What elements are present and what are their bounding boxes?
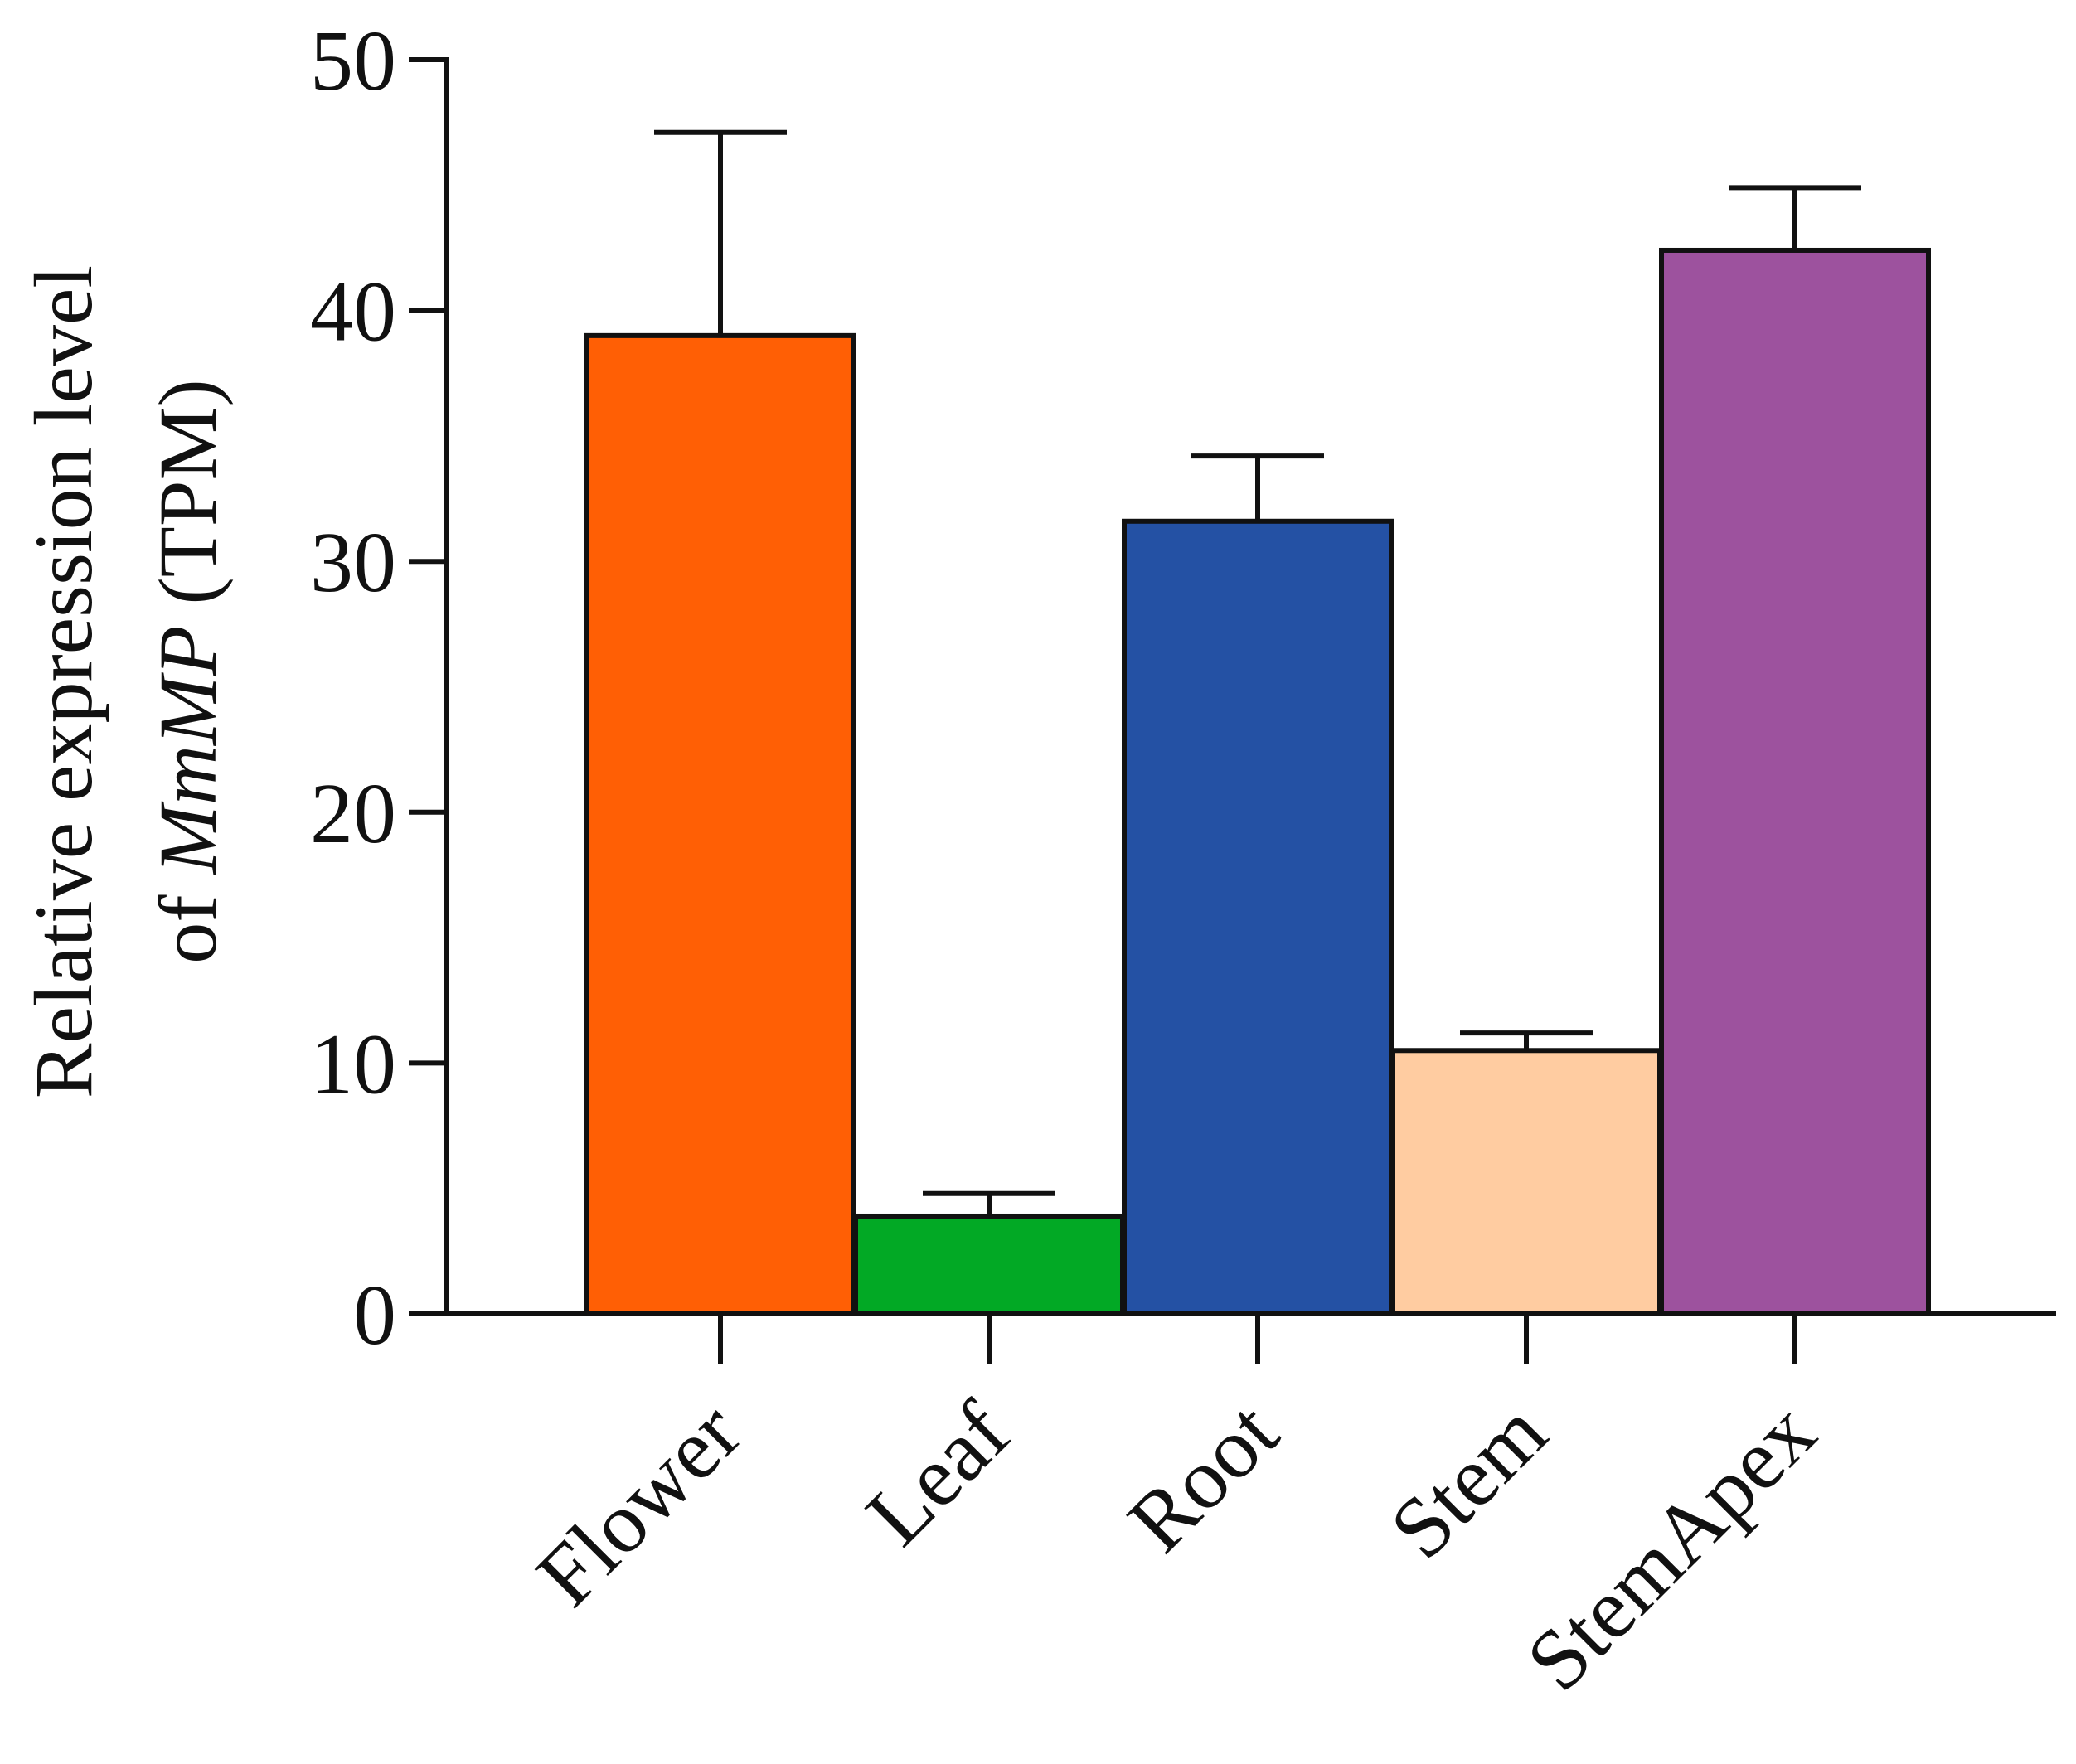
bar-leaf: [853, 1213, 1125, 1316]
y-tick-label: 10: [310, 1016, 396, 1112]
y-tick-label: 50: [310, 13, 396, 109]
x-tick-label: StemApex: [1508, 1384, 1833, 1709]
y-tick-label: 0: [353, 1267, 396, 1363]
x-tick-label: Root: [1110, 1384, 1296, 1570]
bar-stem: [1390, 1048, 1662, 1317]
y-axis-title-line2: of MmMP (TPM): [142, 379, 234, 963]
y-tick-label: 30: [310, 515, 396, 610]
x-tick-label: Leaf: [848, 1384, 1027, 1563]
bar-stemapex: [1659, 247, 1931, 1317]
x-tick-label: Stem: [1372, 1384, 1564, 1577]
x-tick-label: Flower: [519, 1384, 759, 1625]
bars: [584, 247, 1931, 1317]
y-axis-ticks: 0 10 20 30 40 50: [310, 13, 446, 1363]
y-axis-title-line1: Relative expression level: [17, 265, 109, 1098]
y-axis-title: Relative expression level of MmMP (TPM): [17, 245, 234, 1098]
gene-name: MmMP: [142, 626, 234, 876]
y-tick-label: 20: [310, 766, 396, 861]
bar-flower: [584, 332, 856, 1316]
error-bars: [654, 129, 1861, 1216]
y-tick-label: 40: [310, 264, 396, 360]
bar-root: [1122, 518, 1394, 1316]
